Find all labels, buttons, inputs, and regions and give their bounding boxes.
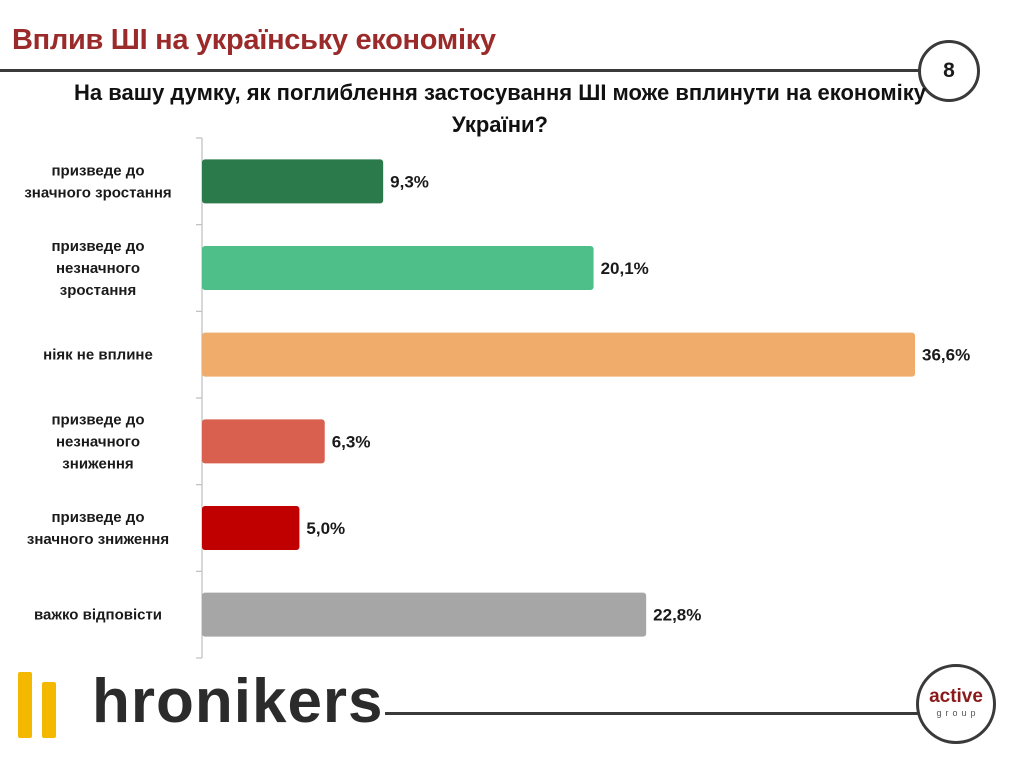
active-group-sub: group (936, 708, 980, 718)
category-label-5: важко відповісти (34, 607, 162, 624)
category-label-line: зниження (62, 455, 133, 472)
category-label-line: незначного (56, 433, 140, 450)
bar-4 (202, 506, 300, 550)
category-label-1: призведе до незначного зростання (52, 238, 145, 299)
logo-mark-left-bar (18, 672, 32, 738)
chart-question: На вашу думку, як поглиблення застосуван… (74, 80, 926, 137)
category-label-2: ніяк не вплине (43, 347, 153, 364)
category-label-line: призведе до (52, 509, 145, 526)
category-label-line: важко відповісти (34, 607, 162, 624)
category-label-line: призведе до (52, 411, 145, 428)
category-label-line: ніяк не вплине (43, 347, 153, 364)
category-label-line: зростання (60, 282, 137, 299)
category-label-line: призведе до (52, 238, 145, 255)
bar-value-label-4: 5,0% (306, 519, 345, 538)
bar-value-label-5: 22,8% (653, 606, 701, 625)
bar-value-label-0: 9,3% (390, 172, 429, 191)
category-label-3: призведе до незначного зниження (52, 411, 145, 472)
bar-3 (202, 419, 325, 464)
category-label-4: призведе до значного зниження (27, 509, 169, 548)
bar-5 (202, 592, 647, 637)
category-label-line: призведе до (52, 162, 145, 179)
bar-2 (202, 332, 915, 377)
bar-value-label-2: 36,6% (922, 346, 970, 365)
hronikers-logo-icon (18, 672, 56, 738)
bar-value-label-3: 6,3% (332, 432, 371, 451)
bar-0 (202, 159, 384, 204)
category-label-line: значного зростання (24, 184, 171, 201)
title-divider (0, 69, 930, 72)
category-label-line: значного зниження (27, 531, 169, 548)
bar-value-label-1: 20,1% (601, 259, 649, 278)
bar-1 (202, 246, 594, 290)
hronikers-logo-text: hronikers (92, 667, 384, 736)
active-group-logo: active group (916, 664, 996, 744)
footer-divider (385, 712, 920, 715)
active-group-word: active (929, 686, 983, 707)
category-label-0: призведе до значного зростання (24, 162, 171, 201)
logo-mark-right-bar (42, 682, 56, 738)
page-number-badge: 8 (918, 40, 980, 102)
slide-title: Вплив ШІ на українську економіку (12, 24, 496, 56)
category-label-line: незначного (56, 260, 140, 277)
